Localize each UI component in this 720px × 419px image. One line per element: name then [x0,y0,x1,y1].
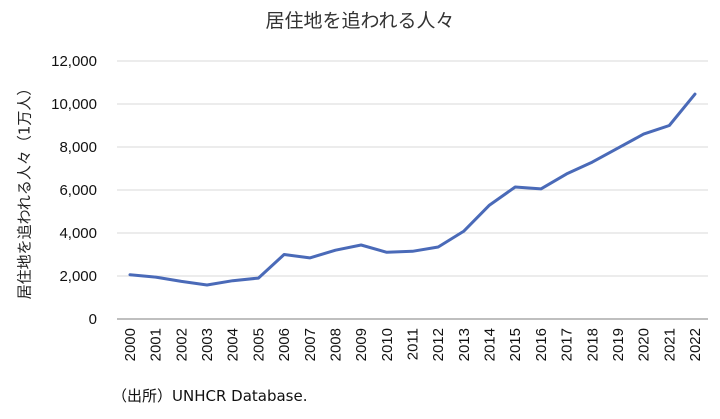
x-tick-label: 2012 [430,328,447,361]
x-tick-label: 2013 [456,328,473,361]
x-tick-label: 2018 [584,328,601,361]
x-tick-label: 2003 [199,328,216,361]
x-tick-label: 2009 [353,328,370,361]
x-tick-label: 2011 [405,328,422,360]
y-tick-label: 4,000 [59,225,97,242]
data-line [128,92,697,287]
y-tick-label: 10,000 [51,96,97,113]
x-tick-label: 2010 [379,328,396,361]
chart-title: 居住地を追われる人々 [265,10,455,32]
x-tick-label: 2019 [610,328,627,361]
x-tick-label: 2015 [507,328,524,361]
x-tick-label: 2017 [559,328,576,361]
source-note: （出所）UNHCR Database. [112,387,308,405]
y-tick-label: 2,000 [59,268,97,285]
y-tick-label: 0 [89,311,97,328]
y-tick-label: 8,000 [59,139,97,156]
y-tick-label: 12,000 [51,53,97,70]
x-tick-label: 2020 [636,328,653,361]
x-tick-label: 2007 [302,328,319,361]
x-tick-label: 2000 [122,328,139,361]
x-tick-label: 2001 [148,328,165,361]
x-tick-label: 2005 [250,328,267,361]
y-tick-label: 6,000 [59,182,97,199]
x-tick-label: 2014 [482,328,499,361]
x-tick-label: 2008 [327,328,344,361]
x-tick-label: 2006 [276,328,293,361]
x-tick-label: 2004 [225,328,242,361]
x-tick-label: 2022 [687,328,704,361]
x-tick-label: 2021 [661,328,678,361]
x-tick-label: 2016 [533,328,550,361]
x-tick-label: 2002 [173,328,190,361]
